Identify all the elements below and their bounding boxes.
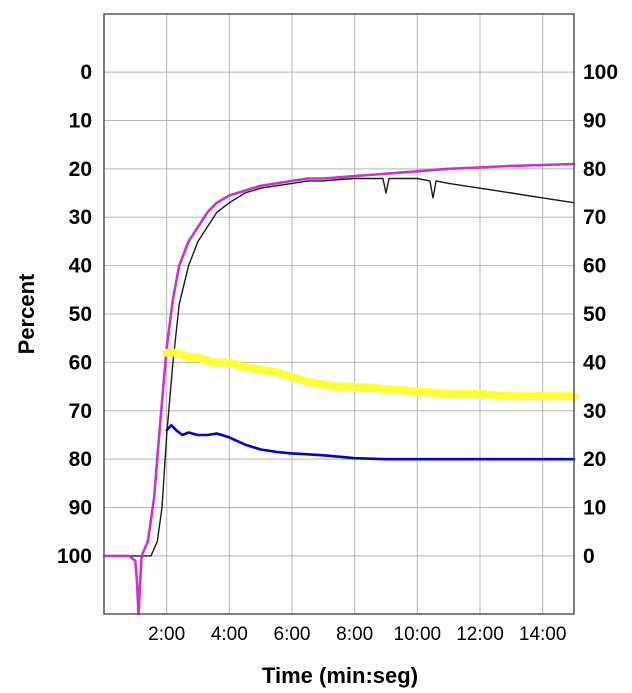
series-group: [102, 162, 578, 616]
right-tick-label: 80: [583, 158, 606, 181]
x-tick-label: 14:00: [519, 624, 567, 645]
x-tick-label: 8:00: [336, 624, 373, 645]
x-tick-label: 2:00: [148, 624, 185, 645]
series-line-3: [165, 424, 576, 461]
right-tick-label: 0: [583, 545, 595, 568]
series-line-1: [102, 162, 576, 616]
left-axis-ticks: 0 10 20 30 40 50 60 70 80 90 100: [57, 61, 92, 568]
right-tick-label: 40: [583, 351, 606, 374]
right-axis-ticks: 0 10 20 30 40 50 60 70 80 90 100: [583, 61, 618, 568]
right-tick-label: 60: [583, 255, 606, 278]
right-tick-label: 30: [583, 400, 606, 423]
left-tick-label: 10: [69, 109, 92, 132]
left-tick-label: 100: [57, 545, 92, 568]
right-tick-label: 10: [583, 497, 606, 520]
left-tick-label: 30: [69, 206, 92, 229]
x-axis-title: Time (min:seg): [262, 663, 418, 688]
left-tick-label: 90: [69, 497, 92, 520]
left-tick-label: 20: [69, 158, 92, 181]
left-tick-label: 40: [69, 255, 92, 278]
x-tick-label: 4:00: [211, 624, 248, 645]
grid: [104, 14, 574, 614]
x-axis-ticks: 2:00 4:00 6:00 8:00 10:00 12:00 14:00: [148, 624, 566, 645]
x-tick-label: 6:00: [274, 624, 311, 645]
right-tick-label: 70: [583, 206, 606, 229]
series-line-2: [162, 348, 578, 401]
left-tick-label: 80: [69, 448, 92, 471]
plot-frame: [103, 13, 575, 615]
right-tick-label: 20: [583, 448, 606, 471]
right-tick-label: 90: [583, 109, 606, 132]
left-tick-label: 60: [69, 351, 92, 374]
right-tick-label: 50: [583, 303, 606, 326]
left-tick-label: 70: [69, 400, 92, 423]
x-tick-label: 12:00: [456, 624, 504, 645]
x-tick-label: 10:00: [394, 624, 442, 645]
series-line-0: [103, 177, 575, 557]
right-tick-label: 100: [583, 61, 618, 84]
left-tick-label: 50: [69, 303, 92, 326]
left-tick-label: 0: [80, 61, 92, 84]
y-axis-title: Percent: [14, 273, 39, 354]
